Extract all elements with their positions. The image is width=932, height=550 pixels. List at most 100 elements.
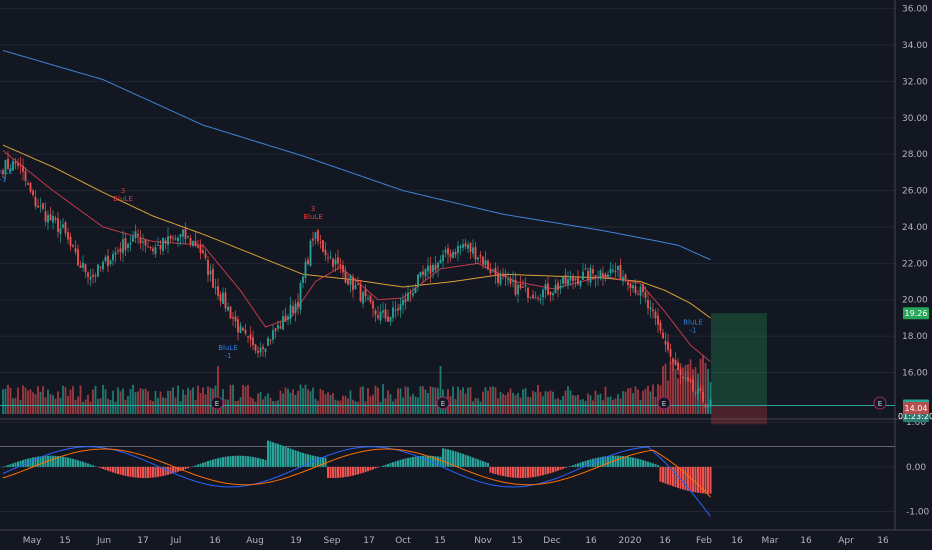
- volume-bar: [647, 385, 649, 414]
- macd-histogram-bar: [439, 456, 442, 467]
- candle: [664, 341, 667, 345]
- candle: [349, 275, 352, 285]
- time-tick-label: Mar: [762, 536, 779, 546]
- candle: [419, 271, 422, 277]
- price-tick-label: 24.00: [902, 223, 928, 233]
- candle: [372, 301, 374, 309]
- macd-histogram-bar: [177, 466, 179, 472]
- macd-histogram-bar: [694, 466, 697, 493]
- volume-bar: [114, 401, 117, 414]
- candle: [354, 284, 357, 289]
- macd-histogram-bar: [672, 466, 674, 487]
- candle: [259, 347, 262, 353]
- volume-bar: [4, 388, 7, 414]
- macd-histogram-bar: [74, 459, 77, 467]
- candle: [332, 258, 334, 267]
- macd-histogram-bar: [232, 455, 234, 467]
- candle: [484, 260, 487, 265]
- volume-bar: [594, 390, 597, 414]
- volume-bar: [242, 385, 244, 414]
- macd-histogram-bar: [19, 460, 22, 467]
- volume-bar: [412, 393, 414, 414]
- volume-bar: [434, 387, 437, 414]
- candle: [559, 285, 562, 289]
- volume-bar: [79, 385, 82, 414]
- macd-histogram-bar: [157, 466, 159, 477]
- macd-histogram-bar: [359, 466, 362, 474]
- candle: [322, 240, 324, 252]
- candle: [152, 248, 154, 252]
- volume-bar: [319, 388, 322, 414]
- volume-bar: [167, 390, 169, 414]
- time-tick-label: 15: [511, 536, 522, 546]
- volume-bar: [97, 398, 99, 414]
- candle: [214, 287, 217, 289]
- volume-bar: [354, 401, 357, 414]
- macd-histogram-bar: [482, 461, 484, 467]
- candle: [272, 330, 274, 340]
- candle: [9, 169, 12, 171]
- stop-zone: [711, 405, 767, 425]
- macd-histogram-bar: [212, 459, 214, 467]
- volume-bar: [72, 386, 74, 414]
- volume-bar: [247, 384, 249, 414]
- volume-bar: [279, 390, 282, 414]
- earnings-marker-icon: [210, 396, 224, 410]
- volume-bar: [709, 382, 712, 414]
- macd-histogram-bar: [642, 460, 644, 467]
- time-tick-label: 15: [59, 536, 70, 546]
- candle: [304, 261, 307, 278]
- macd-histogram-bar: [677, 466, 679, 488]
- macd-line: [2, 446, 711, 517]
- macd-histogram-bar: [519, 466, 522, 479]
- price-axis[interactable]: 36.00 34.00 32.00 30.00 28.00 26.00 24.00 22.00…: [902, 5, 930, 518]
- candle: [299, 283, 302, 310]
- candle: [37, 205, 39, 208]
- candle: [662, 332, 664, 339]
- long-position-tool[interactable]: [0, 313, 895, 447]
- macd-histogram-bar: [342, 466, 344, 478]
- time-axis[interactable]: May 15 Jun 17 Jul 16 Aug 19 Sep 17 Oct 15 Nov 15 Dec 16…: [23, 536, 889, 546]
- macd-histogram-bar: [449, 450, 452, 467]
- macd-histogram-bar: [79, 460, 82, 467]
- macd-histogram-bar: [257, 457, 259, 467]
- macd-histogram-bar: [69, 458, 72, 467]
- macd-histogram-bar: [697, 466, 699, 493]
- candle: [252, 337, 254, 346]
- time-tick-label: Nov: [474, 536, 492, 546]
- macd-histogram-bar: [249, 456, 252, 467]
- macd-histogram-bar: [479, 460, 482, 467]
- candle: [522, 286, 524, 288]
- macd-histogram-bar: [419, 455, 422, 467]
- candle: [99, 266, 102, 268]
- macd-histogram-bar: [67, 457, 69, 467]
- volume-bar: [464, 393, 467, 414]
- candle: [64, 222, 67, 234]
- signal-label: BluLE: [0, 167, 13, 175]
- candle: [449, 253, 452, 258]
- macd-histogram-bar: [284, 446, 287, 467]
- volume-bar: [389, 394, 392, 414]
- macd-histogram-bar: [99, 466, 102, 469]
- candle: [492, 270, 494, 272]
- candle: [424, 268, 427, 277]
- macd-histogram-bar: [489, 466, 492, 473]
- candle: [297, 301, 299, 307]
- volume-bar: [467, 387, 469, 414]
- volume-bar: [132, 384, 134, 414]
- candle: [489, 269, 492, 274]
- volume-bar: [707, 369, 709, 414]
- candle: [464, 243, 467, 247]
- volume-bar: [197, 385, 199, 414]
- volume-bar: [564, 390, 567, 414]
- volume-bar: [612, 399, 614, 414]
- volume-bar: [619, 398, 622, 414]
- macd-histogram-bar: [129, 466, 132, 477]
- volume-bar: [104, 389, 107, 414]
- candle: [699, 387, 702, 391]
- volume-bar: [314, 398, 317, 414]
- macd-histogram-bar: [384, 464, 387, 467]
- macd-histogram-bar: [387, 463, 389, 467]
